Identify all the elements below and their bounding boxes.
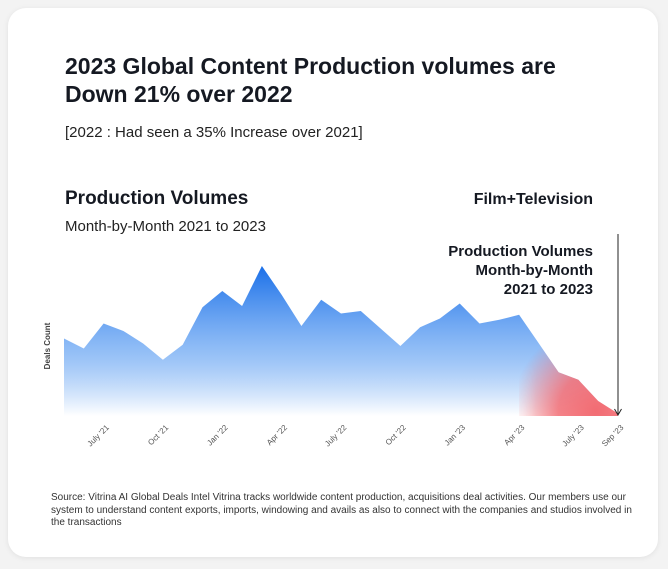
category-label: Film+Television [473,191,593,208]
data-point [300,325,302,327]
data-point [201,306,203,308]
data-point [498,319,500,321]
data-point [597,400,599,402]
data-point [379,327,381,329]
data-point [122,330,124,332]
series-area [64,266,618,416]
data-point [280,294,282,296]
x-tick-label: Jan '23 [443,423,468,448]
data-point [360,310,362,312]
data-point [577,379,579,381]
chart-subtitle: [2022 : Had seen a 35% Increase over 202… [65,124,363,141]
annotation-line: 2021 to 2023 [503,281,593,298]
chart-title: 2023 Global Content Production volumes a… [65,53,556,107]
y-axis-label: Deals Count [43,322,52,369]
data-point [419,326,421,328]
data-point [439,317,441,319]
x-tick-label: July '23 [560,423,586,449]
x-tick-label: Oct '21 [146,423,170,447]
data-point [459,302,461,304]
data-point [102,322,104,324]
x-tick-label: Apr '23 [502,423,527,448]
x-tick-label: Sep '23 [600,423,626,449]
data-point [261,265,263,267]
data-point [320,299,322,301]
data-point [538,342,540,344]
x-tick-label: Oct '22 [384,423,408,447]
annotation-line: Month-by-Month [475,262,593,279]
data-point [518,314,520,316]
x-tick-label: Apr '22 [265,423,290,448]
data-point [340,312,342,314]
section-subtitle: Month-by-Month 2021 to 2023 [65,218,266,235]
arrow-down-icon [614,408,622,416]
x-tick-label: July '22 [323,423,349,449]
data-point [83,347,85,349]
chart-card: 2023 Global Content Production volumes a… [8,8,658,557]
data-point [399,345,401,347]
data-point [182,344,184,346]
source-note: Source: Vitrina AI Global Deals Intel Vi… [51,492,632,528]
data-point [63,337,65,339]
data-point [221,290,223,292]
x-tick-label: Jan '22 [205,423,230,448]
section-title: Production Volumes [65,188,249,209]
x-tick-label: July '21 [86,423,112,449]
data-point [162,359,164,361]
data-point [557,371,559,373]
data-point [142,342,144,344]
data-point [241,305,243,307]
data-point [478,322,480,324]
decline-highlight [519,314,618,416]
annotation-line: Production Volumes [448,243,593,260]
annotation-text: Production Volumes Month-by-Month 2021 t… [393,242,593,299]
